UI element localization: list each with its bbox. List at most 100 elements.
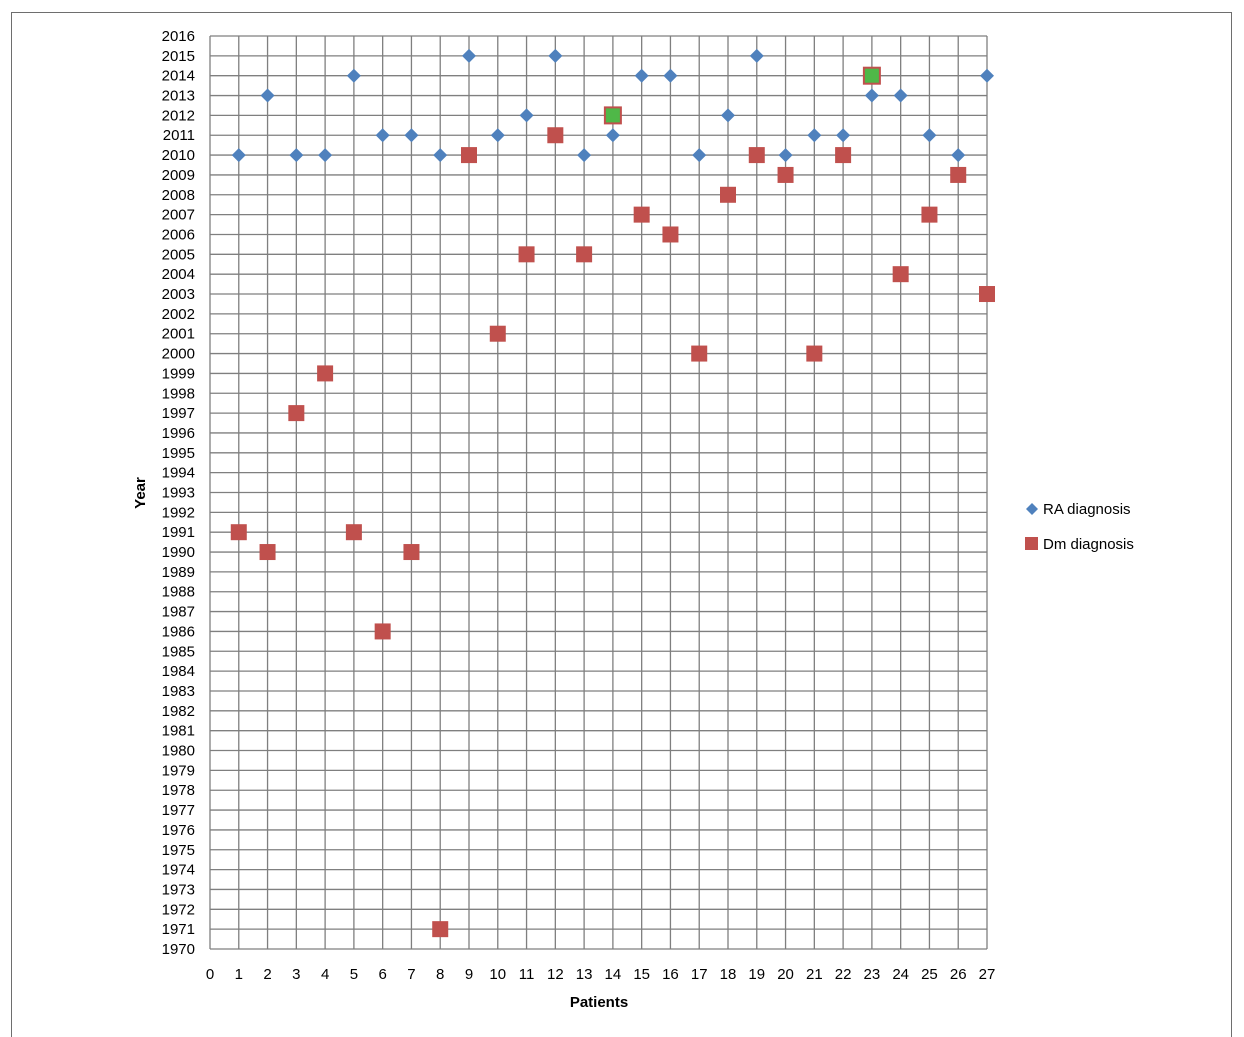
x-tick-label: 14 <box>605 966 622 983</box>
ra-diagnosis-point <box>807 128 822 143</box>
ra-diagnosis-point <box>231 148 246 163</box>
y-tick-label: 2016 <box>162 28 195 45</box>
y-tick-label: 1993 <box>162 485 195 502</box>
y-tick-label: 1975 <box>162 842 195 859</box>
x-tick-label: 7 <box>407 966 415 983</box>
ra-diagnosis-point <box>634 68 649 83</box>
ra-diagnosis-point <box>951 148 966 163</box>
legend-dm-marker <box>1025 537 1038 550</box>
y-tick-label: 1982 <box>162 703 195 720</box>
y-tick-label: 2012 <box>162 107 195 124</box>
y-tick-label: 2013 <box>162 88 195 105</box>
y-tick-label: 2004 <box>162 266 195 283</box>
y-tick-label: 1973 <box>162 881 195 898</box>
y-tick-label: 2002 <box>162 306 195 323</box>
y-tick-label: 1984 <box>162 663 195 680</box>
y-tick-label: 1997 <box>162 405 195 422</box>
y-axis-title: Year <box>132 477 149 509</box>
y-tick-label: 2009 <box>162 167 195 184</box>
ra-diagnosis-point <box>375 128 390 143</box>
y-tick-label: 2011 <box>163 127 195 144</box>
y-tick-label: 1985 <box>162 643 195 660</box>
y-tick-label: 1995 <box>162 445 195 462</box>
y-tick-label: 1988 <box>162 584 195 601</box>
ra-diagnosis-point <box>490 128 505 143</box>
dm-diagnosis-point <box>892 266 909 283</box>
dm-diagnosis-point <box>489 325 506 342</box>
dm-diagnosis-point <box>345 524 362 541</box>
y-tick-label: 2015 <box>162 48 195 65</box>
x-tick-label: 2 <box>263 966 271 983</box>
dm-diagnosis-point <box>230 524 247 541</box>
ra-diagnosis-point <box>980 68 994 83</box>
x-tick-label: 4 <box>321 966 329 983</box>
dm-diagnosis-point <box>461 147 477 164</box>
x-tick-label: 18 <box>720 966 737 983</box>
y-tick-label: 2005 <box>162 246 195 263</box>
ra-diagnosis-point <box>864 88 879 103</box>
y-tick-label: 1979 <box>162 762 195 779</box>
ra-diagnosis-point <box>346 68 361 83</box>
y-tick-label: 1971 <box>162 921 195 938</box>
x-axis-title: Patients <box>570 994 628 1011</box>
x-tick-label: 17 <box>691 966 708 983</box>
legend-dm-label: Dm diagnosis <box>1043 536 1134 553</box>
y-tick-label: 1976 <box>162 822 195 839</box>
dm-diagnosis-point <box>950 166 967 183</box>
y-tick-label: 1983 <box>162 683 195 700</box>
dm-diagnosis-point <box>403 544 420 561</box>
x-tick-labels: 0 1 2 3 4 5 6 7 8 9 10 11 12 13 14 15 16 17 18 19 20 21 22 23 24… <box>206 966 996 983</box>
dm-diagnosis-point-highlighted <box>862 66 881 85</box>
ra-diagnosis-point <box>462 48 476 63</box>
y-tick-label: 1991 <box>162 524 195 541</box>
x-tick-label: 5 <box>350 966 358 983</box>
figure-frame <box>11 12 1232 1037</box>
y-tick-label: 2000 <box>162 346 195 363</box>
x-tick-label: 19 <box>748 966 765 983</box>
legend: RA diagnosis Dm diagnosis <box>1025 501 1134 553</box>
x-tick-label: 22 <box>835 966 852 983</box>
y-tick-label: 2008 <box>162 187 195 204</box>
y-tick-label: 1990 <box>162 544 195 561</box>
ra-diagnosis-point <box>836 128 851 143</box>
y-tick-label: 2003 <box>162 286 195 303</box>
ra-diagnosis-point <box>577 148 592 163</box>
y-tick-label: 1987 <box>162 604 195 621</box>
ra-diagnosis-point <box>519 108 534 123</box>
y-tick-label: 1994 <box>162 465 195 482</box>
y-tick-label: 1986 <box>162 623 195 640</box>
x-tick-label: 21 <box>806 966 823 983</box>
y-tick-label: 1977 <box>162 802 195 819</box>
x-tick-label: 1 <box>235 966 243 983</box>
ra-diagnosis-point <box>922 128 937 143</box>
y-tick-label: 1974 <box>162 862 195 879</box>
dm-diagnosis-point <box>979 286 995 303</box>
x-tick-label: 9 <box>465 966 473 983</box>
dm-diagnosis-point <box>806 345 823 362</box>
dm-diagnosis-point <box>662 226 679 243</box>
x-tick-label: 12 <box>547 966 564 983</box>
y-tick-label: 1992 <box>162 504 195 521</box>
x-tick-label: 13 <box>576 966 593 983</box>
dm-diagnosis-point <box>835 147 852 164</box>
x-tick-label: 15 <box>633 966 650 983</box>
dm-diagnosis-point <box>374 623 391 640</box>
x-tick-label: 23 <box>864 966 881 983</box>
x-tick-label: 11 <box>519 966 535 983</box>
ra-diagnosis-point <box>692 148 707 163</box>
dm-diagnosis-point <box>317 365 334 382</box>
x-tick-label: 20 <box>777 966 794 983</box>
dm-diagnosis-point <box>921 206 938 223</box>
y-tick-label: 2006 <box>162 226 195 243</box>
x-tick-label: 0 <box>206 966 214 983</box>
y-tick-label: 1998 <box>162 385 195 402</box>
y-tick-label: 2014 <box>162 68 195 85</box>
dm-diagnosis-point <box>633 206 650 223</box>
dm-diagnosis-point-highlighted <box>603 106 622 125</box>
ra-diagnosis-point <box>548 48 563 63</box>
data-points <box>230 48 995 938</box>
y-tick-label: 1978 <box>162 782 195 799</box>
x-tick-label: 3 <box>292 966 300 983</box>
legend-ra-marker <box>1026 503 1038 515</box>
